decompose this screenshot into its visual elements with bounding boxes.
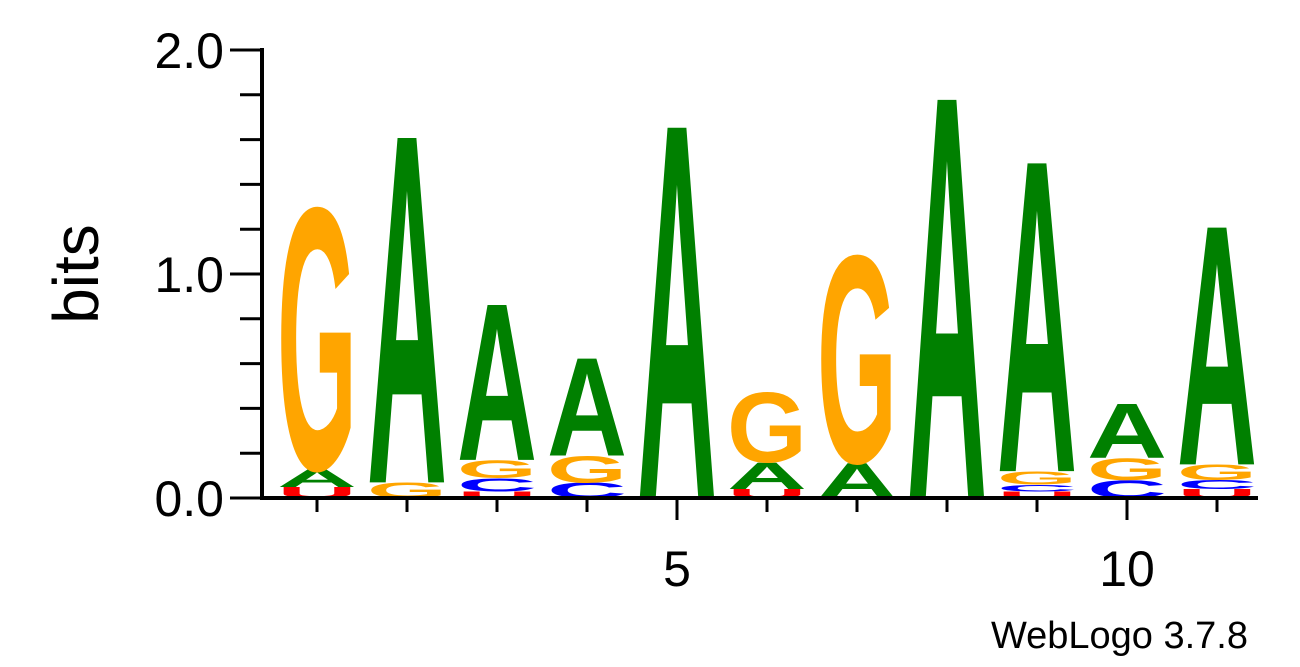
logo-letter-G: G: [1177, 460, 1257, 484]
x-tick-label: 5: [663, 541, 691, 597]
stack-position-4: CGA: [547, 328, 627, 503]
logo-letter-A: A: [547, 328, 627, 486]
logo-letter-G: G: [547, 449, 627, 491]
weblogo-credit: WebLogo 3.7.8: [991, 615, 1248, 657]
logo-letter-U: U: [457, 490, 537, 501]
stack-position-1: UAG: [277, 131, 357, 550]
logo-letter-G: G: [997, 468, 1077, 489]
logo-letter-A: A: [1177, 155, 1257, 539]
ticks: 0.0 1.0 2.0 5 10: [154, 23, 1219, 597]
logo-letter-A: A: [907, 0, 987, 622]
logo-letter-A: A: [277, 464, 357, 492]
logo-letter-U: U: [997, 490, 1077, 501]
stack-position-6: UAG: [727, 371, 807, 500]
logo-letter-G: G: [727, 371, 807, 483]
stack-position-7: AG: [817, 195, 897, 526]
y-tick-label: 0.0: [154, 471, 224, 527]
logo-letter-G: G: [277, 131, 357, 550]
logo-letter-C: C: [1177, 478, 1257, 492]
stack-position-5: A: [637, 12, 717, 613]
logo-letter-G: G: [457, 455, 537, 483]
stack-position-8: A: [907, 0, 987, 622]
logo-letter-G: G: [817, 195, 897, 526]
logo-letter-A: A: [997, 68, 1077, 568]
y-tick-label: 1.0: [154, 247, 224, 303]
y-axis-title: bits: [40, 224, 112, 324]
logo-letter-A: A: [727, 455, 807, 497]
x-tick-label: 10: [1099, 541, 1155, 597]
logo-letter-A: A: [367, 29, 447, 588]
logo-letter-C: C: [457, 474, 537, 495]
stack-position-2: GA: [367, 29, 447, 588]
logo-letter-A: A: [637, 12, 717, 613]
logo-letter-A: A: [1087, 388, 1167, 475]
y-tick-label: 2.0: [154, 23, 224, 79]
logo-letter-G: G: [1087, 452, 1167, 487]
stack-position-10: CGA: [1087, 388, 1167, 504]
logo-letter-C: C: [997, 483, 1077, 494]
logo-letter-A: A: [457, 256, 537, 509]
